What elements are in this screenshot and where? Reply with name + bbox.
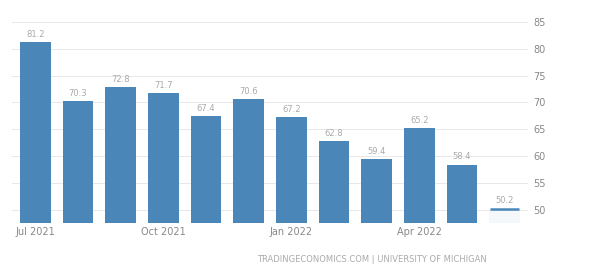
Text: 70.3: 70.3 [69, 88, 88, 98]
Text: 70.6: 70.6 [239, 87, 258, 96]
Text: 81.2: 81.2 [26, 30, 45, 39]
Text: TRADINGECONOMICS.COM | UNIVERSITY OF MICHIGAN: TRADINGECONOMICS.COM | UNIVERSITY OF MIC… [257, 255, 487, 264]
Bar [63, 101, 94, 279]
Text: 58.4: 58.4 [452, 152, 471, 162]
Text: 62.8: 62.8 [325, 129, 343, 138]
Text: 71.7: 71.7 [154, 81, 173, 90]
Bar [404, 128, 434, 279]
Bar [446, 165, 477, 279]
Text: 67.4: 67.4 [197, 104, 215, 113]
Text: 67.2: 67.2 [282, 105, 301, 114]
Text: 72.8: 72.8 [112, 75, 130, 84]
Bar [233, 99, 264, 279]
Bar [276, 117, 307, 279]
Bar [319, 141, 349, 279]
Text: 50.2: 50.2 [496, 196, 514, 205]
Bar [20, 42, 51, 279]
Text: 65.2: 65.2 [410, 116, 428, 125]
Text: 59.4: 59.4 [367, 147, 386, 156]
Bar [191, 116, 221, 279]
Bar [148, 93, 179, 279]
Bar [106, 87, 136, 279]
Bar [489, 209, 520, 279]
Bar [361, 159, 392, 279]
